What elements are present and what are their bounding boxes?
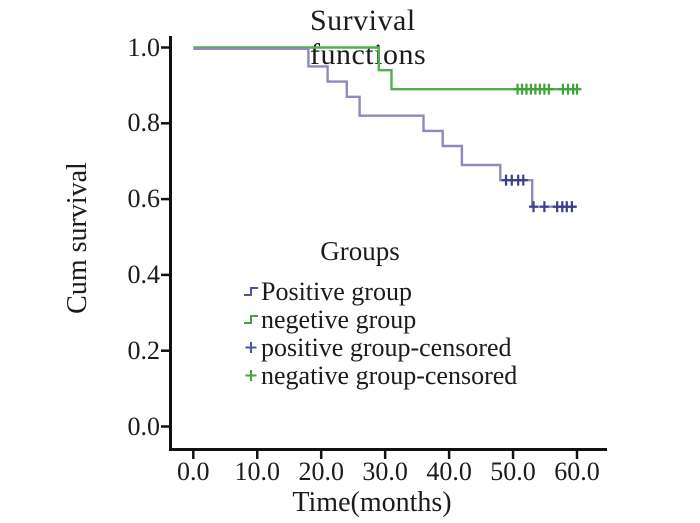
y-tick-label: 0.2	[127, 335, 161, 365]
legend-item-label: negetive group	[261, 305, 417, 334]
legend-item-label: positive group-censored	[261, 333, 512, 362]
y-tick-label: 1.0	[127, 32, 161, 62]
x-tick-label: 30.0	[362, 457, 408, 486]
x-tick-label: 50.0	[490, 457, 536, 486]
survival-curve-positive	[193, 47, 577, 208]
y-tick-label: 0.8	[127, 108, 161, 138]
legend-item-label: Positive group	[261, 277, 412, 306]
y-tick-label: 0.4	[127, 259, 161, 289]
legend-title: Groups	[320, 236, 400, 266]
plus-icon	[245, 370, 257, 381]
y-tick-label: 0.6	[127, 184, 161, 214]
x-tick-label: 20.0	[298, 457, 344, 486]
y-tick-label: 0.0	[127, 411, 161, 441]
plus-icon	[245, 342, 257, 353]
step-icon	[244, 315, 258, 324]
legend-item-label: negative group-censored	[261, 361, 518, 390]
step-icon	[244, 287, 258, 296]
x-tick-label: 60.0	[554, 457, 600, 486]
x-axis-title: Time(months)	[292, 487, 452, 518]
survival-curve-negative	[193, 46, 577, 91]
chart-title: Survival functions	[310, 4, 427, 71]
x-tick-label: 0.0	[177, 457, 210, 486]
x-tick-label: 40.0	[426, 457, 472, 486]
x-tick-label: 10.0	[234, 457, 281, 486]
